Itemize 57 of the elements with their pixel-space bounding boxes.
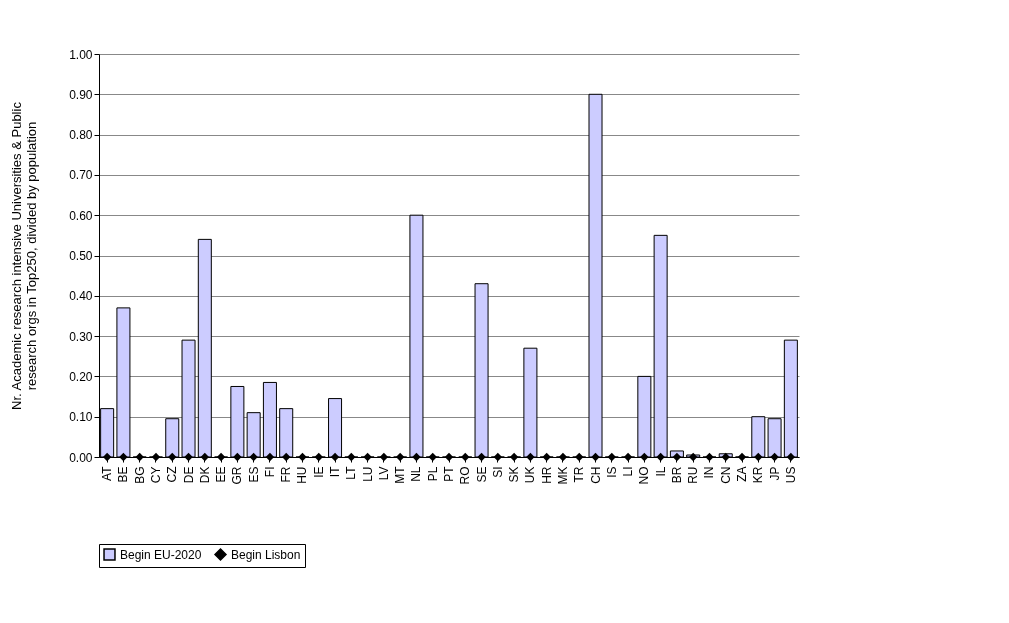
x-tick-label: FI xyxy=(262,466,277,478)
x-tick-label: CY xyxy=(148,466,163,484)
x-tick-label: BR xyxy=(669,466,684,484)
x-tick-label: DK xyxy=(197,466,212,484)
legend-label: Begin Lisbon xyxy=(231,547,301,562)
x-tick-label: EE xyxy=(214,466,229,483)
x-tick-label: CH xyxy=(588,466,603,484)
x-tick-label: KR xyxy=(751,466,766,484)
legend-label: Begin EU-2020 xyxy=(120,547,202,562)
x-tick-label: NL xyxy=(409,466,424,482)
x-tick-label: JP xyxy=(767,466,782,481)
x-tick-label: LU xyxy=(360,466,375,482)
x-tick-label: ZA xyxy=(735,466,750,482)
y-tick-label: 0.00 xyxy=(69,450,93,465)
y-tick-label: 0.20 xyxy=(69,369,93,384)
y-tick-label: 0.90 xyxy=(69,87,93,102)
x-tick-label: HU xyxy=(295,466,310,484)
x-tick-label: SE xyxy=(474,466,489,483)
x-tick-label: MK xyxy=(555,466,570,485)
x-tick-label: PL xyxy=(425,466,440,482)
x-tick-label: ES xyxy=(246,466,261,483)
x-tick-label: SK xyxy=(507,466,522,483)
y-tick-label: 0.80 xyxy=(69,128,93,143)
x-tick-label: IN xyxy=(702,466,717,479)
x-tick-label: GR xyxy=(230,466,245,485)
x-tick-label: CN xyxy=(718,466,733,484)
x-tick-label: UK xyxy=(523,466,538,484)
x-tick-label: RO xyxy=(458,466,473,485)
x-tick-label: LV xyxy=(376,466,391,481)
y-tick-label: 1.00 xyxy=(69,47,93,62)
y-tick-label: 0.10 xyxy=(69,410,93,425)
x-tick-label: BE xyxy=(116,466,131,483)
y-tick-label: 0.50 xyxy=(69,249,93,263)
x-tick-label: MT xyxy=(393,465,408,484)
x-tick-label: LT xyxy=(344,465,359,480)
y-axis-title: Nr. Academic research intensive Universities & Public research orgs in Top250, divided by population xyxy=(9,101,40,410)
x-tick-label: TR xyxy=(572,466,587,483)
y-tick-label: 0.70 xyxy=(69,168,93,183)
x-tick-label: LI xyxy=(621,466,636,477)
y-tick-label: 0.60 xyxy=(69,208,93,223)
x-tick-label: IS xyxy=(604,466,619,478)
x-tick-label: SI xyxy=(490,466,505,478)
x-tick-label: NO xyxy=(637,466,652,485)
x-tick-label: FR xyxy=(279,466,294,483)
x-tick-label: BG xyxy=(132,466,147,484)
x-tick-label: US xyxy=(783,466,798,484)
x-tick-label: IE xyxy=(311,466,326,478)
x-tick-label: RU xyxy=(686,466,701,484)
x-tick-label: AT xyxy=(100,465,115,481)
x-tick-label: IT xyxy=(328,465,343,478)
x-tick-label: PT xyxy=(442,465,456,482)
x-tick-label: HR xyxy=(539,466,554,484)
y-tick-label: 0.40 xyxy=(69,289,93,304)
x-tick-label: IL xyxy=(653,466,668,477)
x-tick-label: CZ xyxy=(165,466,180,483)
y-tick-label: 0.30 xyxy=(69,329,93,344)
x-tick-label: DE xyxy=(181,466,196,484)
